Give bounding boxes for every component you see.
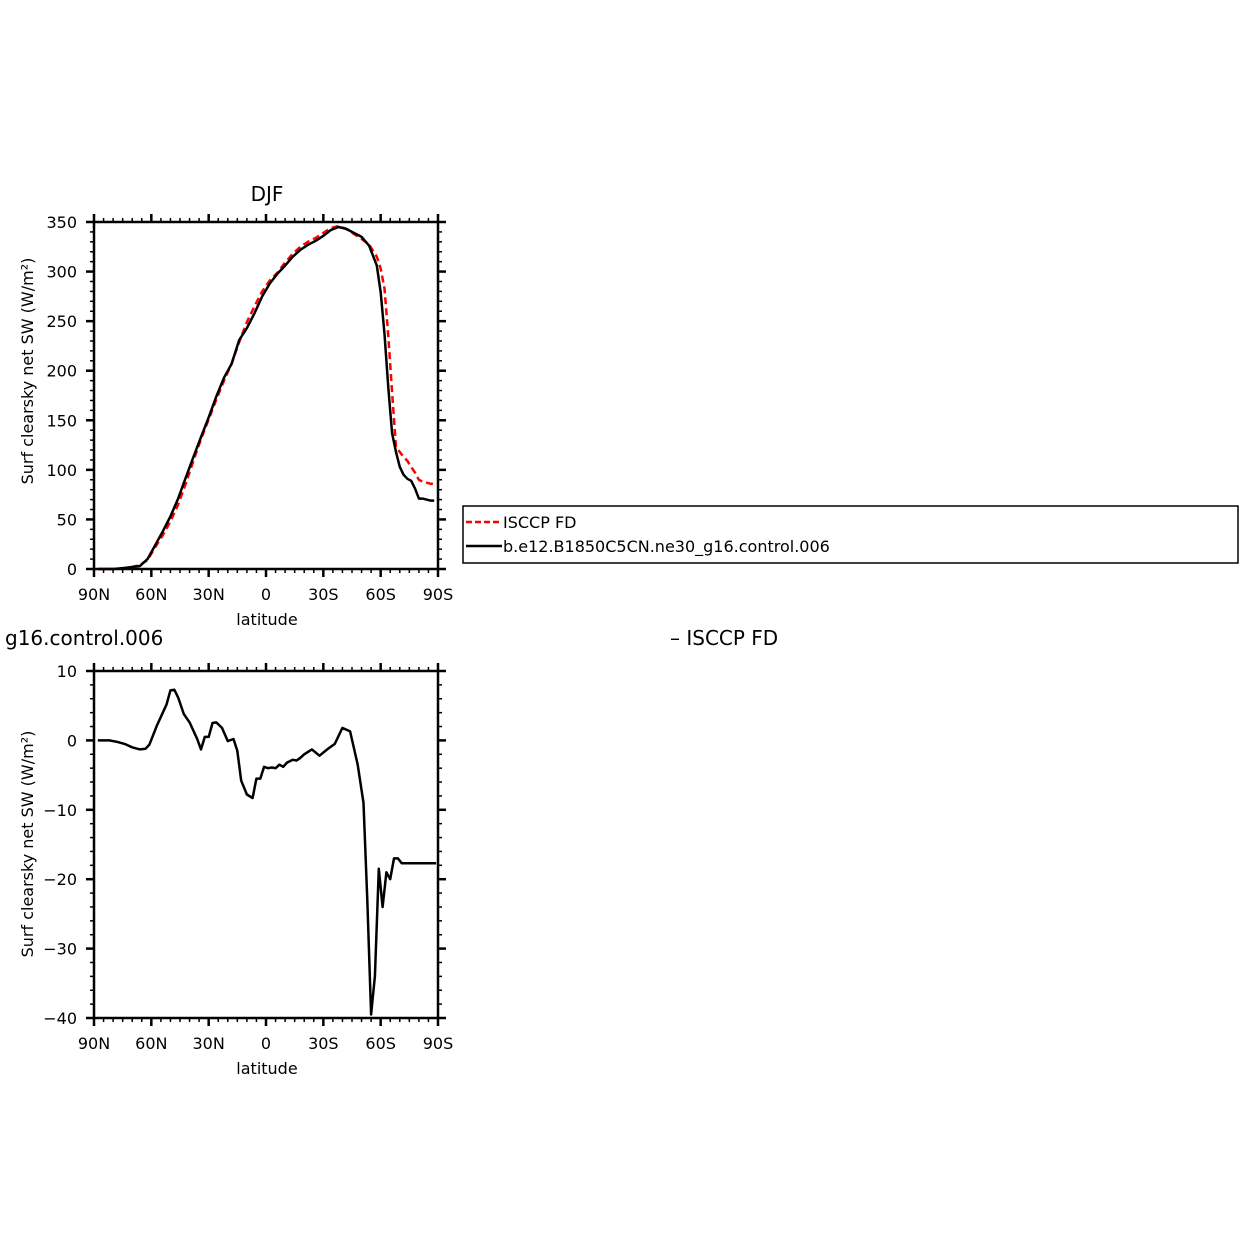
y-tick-label: −20 <box>43 870 77 889</box>
y-tick-label: 10 <box>57 662 77 681</box>
x-tick-label: 30S <box>308 1034 339 1053</box>
bottom-chart-panel: g16.control.006 – ISCCP FD 90N 60N 30N 0 30S… <box>5 626 778 1078</box>
bottom-axes-ticks: 90N 60N 30N 0 30S 60S 90S −40 −30 −20 −10 0 10 <box>43 662 453 1053</box>
x-tick-label: 90S <box>423 1034 454 1053</box>
bottom-y-axis-label: Surf clearsky net SW (W/m²) <box>18 731 37 958</box>
legend-box <box>462 505 1239 564</box>
bottom-x-axis-label: latitude <box>236 1059 297 1078</box>
bottom-plot-frame <box>92 669 440 1020</box>
x-tick-label: 30S <box>308 585 339 604</box>
x-tick-label: 90N <box>78 1034 110 1053</box>
top-chart-panel: DJF 90N 60N 30N 0 30S 60S 90S 0 50 100 150 200 250 30… <box>18 182 453 629</box>
top-y-axis-label: Surf clearsky net SW (W/m²) <box>18 258 37 485</box>
x-tick-label: 60N <box>135 1034 167 1053</box>
y-tick-label: 350 <box>46 213 77 232</box>
y-tick-label: −40 <box>43 1009 77 1028</box>
y-tick-label: 50 <box>57 510 77 529</box>
x-tick-label: 0 <box>261 585 271 604</box>
bottom-series-group <box>97 688 437 1016</box>
legend: ISCCP FD b.e12.B1850C5CN.ne30_g16.contro… <box>462 505 1239 564</box>
y-tick-label: 150 <box>46 411 77 430</box>
x-tick-label: 60S <box>365 585 396 604</box>
top-plot-frame <box>92 220 440 571</box>
x-tick-label: 30N <box>193 585 225 604</box>
x-tick-label: 90S <box>423 585 454 604</box>
x-tick-label: 60N <box>135 585 167 604</box>
top-axes-ticks: 90N 60N 30N 0 30S 60S 90S 0 50 100 150 200 250 300 350 <box>46 213 453 604</box>
top-chart-title: DJF <box>251 182 284 206</box>
y-tick-label: 300 <box>46 263 77 282</box>
legend-label-isccp: ISCCP FD <box>503 513 576 532</box>
b-e12-b1850c5cn-ne30-g16-control-006-line <box>97 225 435 571</box>
y-tick-label: 100 <box>46 461 77 480</box>
top-x-axis-label: latitude <box>236 610 297 629</box>
difference-line <box>97 688 437 1016</box>
bottom-chart-subtitle: – ISCCP FD <box>670 626 778 650</box>
x-tick-label: 90N <box>78 585 110 604</box>
y-tick-label: −30 <box>43 940 77 959</box>
y-tick-label: −10 <box>43 801 77 820</box>
isccp-fd-line <box>97 224 435 571</box>
y-tick-label: 200 <box>46 362 77 381</box>
x-tick-label: 60S <box>365 1034 396 1053</box>
legend-label-model: b.e12.B1850C5CN.ne30_g16.control.006 <box>503 537 830 557</box>
bottom-chart-title: g16.control.006 <box>5 626 163 650</box>
top-series-group <box>97 224 435 571</box>
y-tick-label: 250 <box>46 312 77 331</box>
y-tick-label: 0 <box>67 560 77 579</box>
x-tick-label: 0 <box>261 1034 271 1053</box>
x-tick-label: 30N <box>193 1034 225 1053</box>
y-tick-label: 0 <box>67 731 77 750</box>
